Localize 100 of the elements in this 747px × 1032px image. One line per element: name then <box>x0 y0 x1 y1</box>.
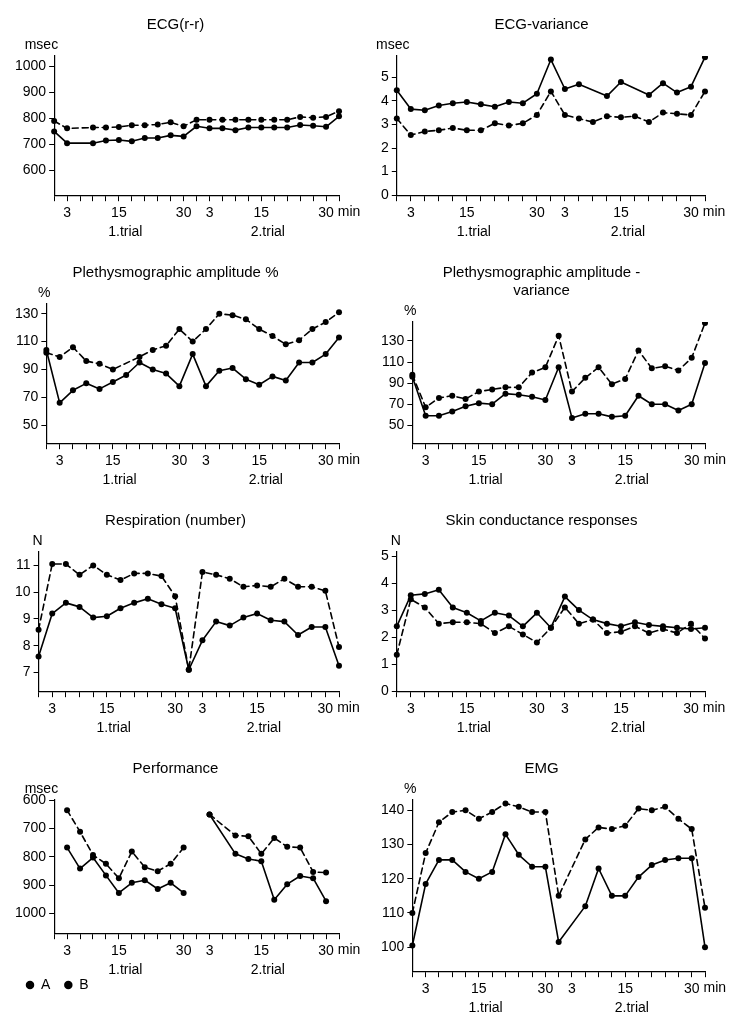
point <box>310 114 317 121</box>
point <box>49 610 56 617</box>
point <box>176 383 183 390</box>
point <box>295 631 302 638</box>
point <box>582 836 589 843</box>
point <box>529 808 536 815</box>
chart-title: ECG-variance <box>494 15 589 33</box>
point <box>336 644 342 651</box>
point <box>83 358 90 365</box>
point <box>407 132 414 139</box>
point <box>462 868 469 875</box>
point <box>219 116 226 123</box>
point <box>617 628 624 635</box>
point <box>608 413 615 420</box>
point <box>622 375 629 382</box>
x-tick-label: 3 <box>55 452 64 469</box>
point <box>635 392 642 399</box>
point <box>141 864 148 871</box>
point <box>206 811 213 818</box>
y-axis-title: N <box>32 531 43 548</box>
point <box>449 604 456 611</box>
point <box>49 561 56 568</box>
text: 1.trial <box>96 719 131 736</box>
point <box>282 377 289 384</box>
y-tick-label: 700 <box>22 135 47 152</box>
point <box>336 662 342 669</box>
x-tick-label: 15 <box>253 204 270 221</box>
point <box>505 99 512 106</box>
point <box>128 848 135 855</box>
point <box>542 808 549 815</box>
point <box>69 387 76 394</box>
x-axis-title: min <box>337 699 360 716</box>
point <box>297 121 304 128</box>
point <box>229 312 236 319</box>
point <box>254 582 261 589</box>
point <box>64 125 71 132</box>
y-tick-label: 3 <box>380 115 389 132</box>
point <box>561 593 568 600</box>
point <box>35 626 42 633</box>
x-tick-label: 15 <box>617 452 634 469</box>
point <box>589 119 596 126</box>
y-tick-label: 90 <box>388 373 405 390</box>
point <box>226 575 233 582</box>
point <box>449 856 456 863</box>
point <box>568 414 575 421</box>
point <box>561 111 568 118</box>
x-tick-label: 3 <box>202 452 211 469</box>
point <box>167 119 174 126</box>
x-axis-title: min <box>703 979 727 996</box>
point <box>256 381 263 388</box>
point <box>77 828 84 835</box>
point <box>158 573 165 580</box>
point <box>421 107 428 114</box>
point <box>51 118 58 125</box>
point <box>271 116 278 123</box>
point <box>505 623 512 630</box>
point <box>662 856 669 863</box>
point <box>519 631 526 638</box>
point <box>635 347 642 354</box>
y-tick-label: 10 <box>14 583 31 600</box>
text: 1.trial <box>468 999 503 1016</box>
point <box>281 618 288 625</box>
point <box>51 128 58 135</box>
y-axis-title: N <box>390 531 401 548</box>
point <box>648 862 655 869</box>
point <box>449 124 456 131</box>
chart-title: EMG <box>524 759 559 777</box>
point <box>519 100 526 107</box>
point <box>687 626 694 633</box>
point <box>206 125 213 132</box>
y-tick-label: 1 <box>380 162 389 179</box>
point <box>702 88 708 95</box>
point <box>102 860 109 867</box>
x-tick-label: 30 <box>167 700 184 717</box>
point <box>269 333 276 340</box>
point <box>245 833 252 840</box>
point <box>76 571 83 578</box>
point <box>462 395 469 402</box>
point <box>688 826 695 833</box>
point <box>172 593 179 600</box>
point <box>136 359 143 366</box>
point <box>489 386 496 393</box>
y-axis-title: msec <box>376 35 410 52</box>
point <box>645 91 652 98</box>
point <box>622 892 629 899</box>
text: 1.trial <box>108 961 143 978</box>
point <box>648 401 655 408</box>
point <box>141 122 148 129</box>
point <box>167 879 174 886</box>
point <box>77 865 84 872</box>
x-tick-label: 15 <box>111 204 127 221</box>
point <box>284 124 291 131</box>
point <box>659 80 666 87</box>
y-tick-label: 0 <box>380 186 389 203</box>
point <box>149 346 156 353</box>
point <box>281 575 288 582</box>
x-tick-label: 3 <box>568 980 577 997</box>
point <box>463 619 470 626</box>
point <box>662 401 669 408</box>
y-axis-title: % <box>403 779 417 796</box>
